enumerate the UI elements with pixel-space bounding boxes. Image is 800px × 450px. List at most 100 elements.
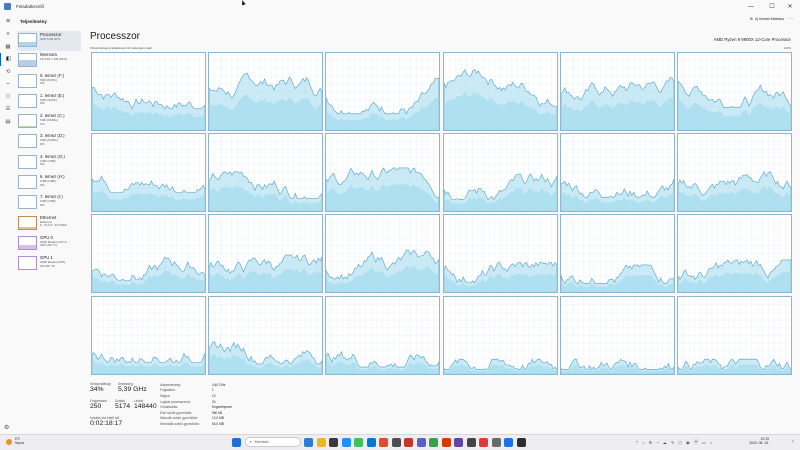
run-new-task-button[interactable]: ⊞ Új feladat futtatása	[750, 17, 784, 21]
taskbar-app-icon[interactable]	[504, 437, 513, 447]
taskbar-app-icon[interactable]	[391, 437, 401, 447]
device-detail: Ethernet	[40, 219, 52, 224]
device-thumbnail	[18, 33, 37, 47]
device-thumbnail	[18, 195, 37, 210]
taskbar-app-icon[interactable]	[466, 437, 476, 447]
run-task-icon: ⊞	[749, 17, 753, 21]
nav-item-0[interactable]: ≡	[6, 31, 10, 38]
spec-key: Harmadik szintű gyorsítótár:	[160, 421, 200, 426]
device-item-disk[interactable]: 0. lemez (F:) SSD (SATA) 0%	[17, 72, 81, 92]
tray-icon[interactable]: ⓦ	[693, 439, 699, 444]
core-graph-3	[442, 52, 558, 131]
taskbar-app-icon[interactable]	[366, 437, 376, 447]
device-detail: SSD (NVMe)	[40, 118, 58, 123]
cpu-spec-list: Alapsebesség: 4,40 GHz Foglalatok: 1 Magok: 1…	[160, 382, 232, 427]
device-usage: 1%	[40, 121, 45, 126]
core-graph-9	[442, 133, 558, 213]
nav-item-2[interactable]: ◧	[0, 53, 16, 66]
device-item-disk[interactable]: 2. lemez (C:) SSD (NVMe) 1%	[17, 112, 81, 132]
taskbar-app-icon[interactable]	[491, 437, 501, 447]
tray-icon[interactable]: ◉	[686, 439, 690, 445]
processes-label: Folyamatok	[90, 399, 108, 403]
maximize-button[interactable]: ☐	[769, 4, 775, 10]
device-name: 6. lemez (H:)	[40, 175, 65, 180]
notification-bell-icon[interactable]: ◔	[790, 439, 794, 445]
device-item-disk[interactable]: 3. lemez (D:) SSD (NVMe) 0%	[17, 132, 81, 152]
clock-time: 12:19	[760, 437, 770, 441]
weather-widget[interactable]: 8°C Napos	[6, 437, 24, 445]
nav-item-3[interactable]: ⟲	[5, 68, 11, 75]
device-item-disk[interactable]: 7. lemez (I:) USB (USB) 0%	[17, 193, 81, 213]
tray-icon[interactable]: ⬡	[678, 439, 683, 445]
close-button[interactable]: ✕	[787, 4, 793, 10]
tray-icon[interactable]: ◔	[656, 439, 659, 445]
clock-date: 2024. 08. 13.	[749, 440, 769, 445]
device-item-disk[interactable]: 4. lemez (G:) USB (USB) 0%	[17, 153, 81, 173]
taskbar-app-icon[interactable]	[316, 437, 326, 447]
more-options-icon[interactable]: ⋯	[788, 16, 793, 22]
device-item-net[interactable]: Ethernet Ethernet K: 72,0 F: 472 Mb/s	[17, 214, 81, 234]
task-manager-app-icon	[4, 3, 11, 10]
device-thumbnail	[18, 73, 37, 88]
search-icon: ⌕	[249, 440, 252, 444]
device-name: 7. lemez (I:)	[40, 195, 63, 200]
nav-item-6[interactable]: ☰	[5, 106, 11, 113]
taskbar-app-icon[interactable]	[429, 437, 438, 447]
nav-item-4[interactable]: ⌁	[6, 81, 10, 88]
system-tray: ^ ⌂ ⚙ ◔ ☁ ✎ ⬡ ◉ ⓦ ▭ ♪	[636, 439, 712, 445]
nav-item-5[interactable]: ⚇	[5, 93, 11, 100]
tray-icon[interactable]: ⌂	[641, 439, 645, 445]
taskbar-search[interactable]: ⌕ Keresés	[244, 437, 301, 447]
taskbar-app-icon[interactable]	[454, 437, 463, 447]
device-item-mem[interactable]: Memória 15,1/31,7 GB (51%)	[17, 51, 81, 71]
device-usage: 0%	[40, 202, 45, 207]
device-detail: USB (USB)	[40, 199, 56, 204]
start-button[interactable]	[232, 437, 241, 447]
nav-item-7[interactable]: ▤	[5, 118, 11, 125]
tray-icon[interactable]: ♪	[709, 439, 713, 445]
tray-icon[interactable]: ☁	[662, 439, 667, 445]
taskbar-app-icon[interactable]	[479, 437, 488, 447]
search-placeholder: Keresés	[254, 440, 269, 444]
taskbar-app-icon[interactable]	[354, 437, 363, 447]
speed-label: Sebesség	[118, 382, 133, 386]
core-graph-21	[442, 295, 558, 375]
taskbar-app-icon[interactable]	[441, 437, 451, 447]
taskbar-app-icon[interactable]	[329, 437, 338, 447]
minimize-button[interactable]: —	[748, 3, 754, 10]
core-graph-7	[208, 133, 324, 213]
device-item-cpu[interactable]: Processzor 34% 5,39 GHz	[17, 31, 81, 52]
device-item-gpu[interactable]: GPU 0 AMD Radeon RX 6... 34% (60 °C)	[17, 234, 81, 254]
spec-row: Magok: 12	[160, 393, 232, 399]
spec-key: Második szintű gyorsítótár:	[160, 416, 198, 421]
core-graph-15	[442, 214, 558, 294]
taskbar-app-icon[interactable]	[341, 437, 351, 447]
device-item-gpu[interactable]: GPU 1 AMD Radeon(TM)... 0% (60 °C)	[17, 254, 81, 274]
tray-icon[interactable]: ▭	[702, 439, 706, 445]
device-item-disk[interactable]: 1. lemez (E:) SSD (SATA) 0%	[17, 92, 81, 112]
taskbar-app-icon[interactable]	[379, 437, 388, 447]
speed-value: 5,39 GHz	[118, 386, 147, 393]
taskbar-app-icon[interactable]	[304, 437, 313, 447]
tray-icon[interactable]: ✎	[670, 439, 675, 445]
hamburger-icon[interactable]: ≡	[5, 17, 11, 25]
device-thumbnail	[18, 134, 37, 149]
spec-key: Alapsebesség:	[160, 382, 181, 387]
tray-icon[interactable]: ⚙	[648, 439, 653, 445]
device-thumbnail	[18, 114, 37, 129]
device-item-disk[interactable]: 6. lemez (H:) USB (USB) 0%	[17, 173, 81, 193]
device-detail: 15,1/31,7 GB (51%)	[40, 57, 68, 62]
uptime-label: Indulás óta eltelt idő	[90, 416, 120, 420]
device-detail: SSD (SATA)	[40, 97, 57, 102]
nav-item-1[interactable]: ▦	[5, 43, 11, 50]
taskbar-app-icon[interactable]	[516, 437, 526, 447]
core-graph-2	[325, 52, 441, 131]
settings-icon[interactable]: ⚙	[4, 425, 10, 431]
taskbar-app-icon[interactable]	[404, 437, 413, 447]
taskbar-app-icon[interactable]	[416, 437, 426, 447]
tray-icon[interactable]: ^	[636, 439, 638, 445]
device-detail: SSD (NVMe)	[40, 138, 58, 143]
device-list: Processzor 34% 5,39 GHz Memória 15,1/31,7 G…	[17, 31, 81, 275]
taskbar-clock[interactable]: 12:19 2024. 08. 13.	[749, 437, 770, 446]
taskbar-apps: ⌕ Keresés	[232, 437, 526, 447]
